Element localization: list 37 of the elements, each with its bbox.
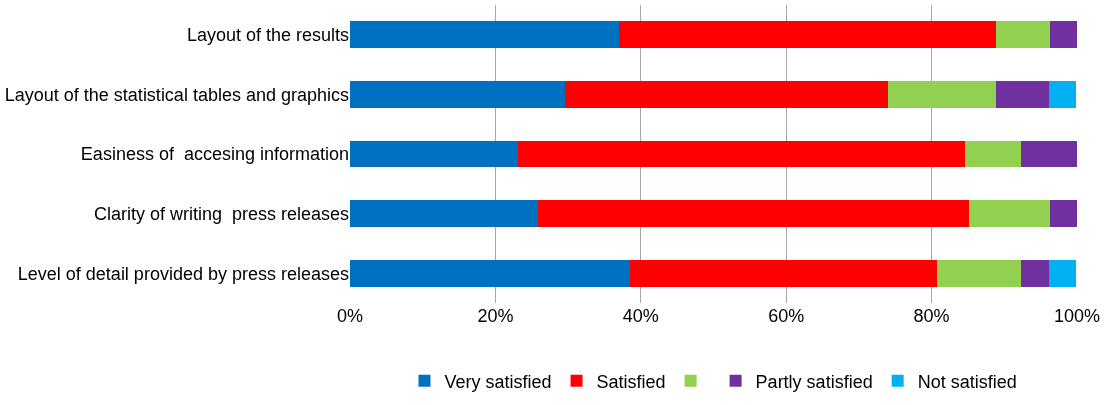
bar bbox=[887, 80, 996, 108]
bar bbox=[996, 21, 1051, 49]
bar bbox=[965, 140, 1022, 168]
bar bbox=[350, 21, 619, 49]
x-tick-label: 0% bbox=[336, 306, 364, 326]
bar bbox=[629, 259, 938, 287]
bar bbox=[1048, 259, 1077, 287]
bar bbox=[937, 259, 1022, 287]
legend-label: Partly satisfied bbox=[755, 371, 873, 392]
bar bbox=[1021, 140, 1077, 168]
bar bbox=[565, 80, 888, 108]
bar bbox=[1050, 200, 1077, 228]
bar bbox=[995, 80, 1050, 108]
bar bbox=[350, 80, 566, 108]
bar bbox=[350, 200, 539, 228]
x-tick-label: 40% bbox=[622, 306, 659, 326]
legend-label: Satisfied bbox=[596, 371, 666, 392]
x-tick-label: 100% bbox=[1053, 306, 1101, 326]
bar bbox=[1049, 80, 1077, 108]
bar bbox=[618, 21, 997, 49]
bar bbox=[1021, 259, 1049, 287]
bar bbox=[350, 259, 630, 287]
x-tick-label: 20% bbox=[477, 306, 514, 326]
bar bbox=[1050, 21, 1077, 49]
y-tick-label: Level of detail provided by press releases bbox=[17, 263, 349, 284]
bar bbox=[969, 200, 1051, 228]
bar bbox=[538, 200, 970, 228]
y-tick-label: Layout of the statistical tables and graphics bbox=[4, 84, 349, 105]
x-tick-label: 60% bbox=[768, 306, 805, 326]
x-tick-label: 80% bbox=[913, 306, 950, 326]
y-tick-label: Clarity of writing press releases bbox=[93, 203, 349, 224]
legend-label: Very satisfied bbox=[444, 371, 552, 392]
bar bbox=[517, 140, 966, 168]
legend-label: Not satisfied bbox=[917, 371, 1017, 392]
y-tick-label: Easiness of accesing information bbox=[80, 144, 349, 165]
y-tick-label: Layout of the results bbox=[186, 25, 349, 46]
bar bbox=[350, 140, 518, 168]
